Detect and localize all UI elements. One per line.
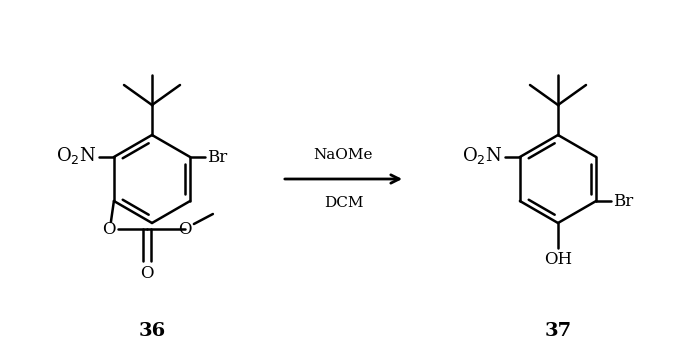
Text: 36: 36 bbox=[139, 322, 166, 340]
Text: 37: 37 bbox=[545, 322, 572, 340]
Text: DCM: DCM bbox=[323, 196, 363, 210]
Text: O: O bbox=[140, 265, 153, 282]
Text: NaOMe: NaOMe bbox=[314, 148, 373, 162]
Text: O: O bbox=[178, 220, 192, 238]
Text: O$_2$N: O$_2$N bbox=[57, 146, 97, 166]
Text: Br: Br bbox=[207, 148, 228, 166]
Text: O: O bbox=[102, 220, 116, 238]
Text: OH: OH bbox=[544, 251, 572, 268]
Text: O$_2$N: O$_2$N bbox=[463, 146, 503, 166]
Text: Br: Br bbox=[613, 192, 634, 210]
